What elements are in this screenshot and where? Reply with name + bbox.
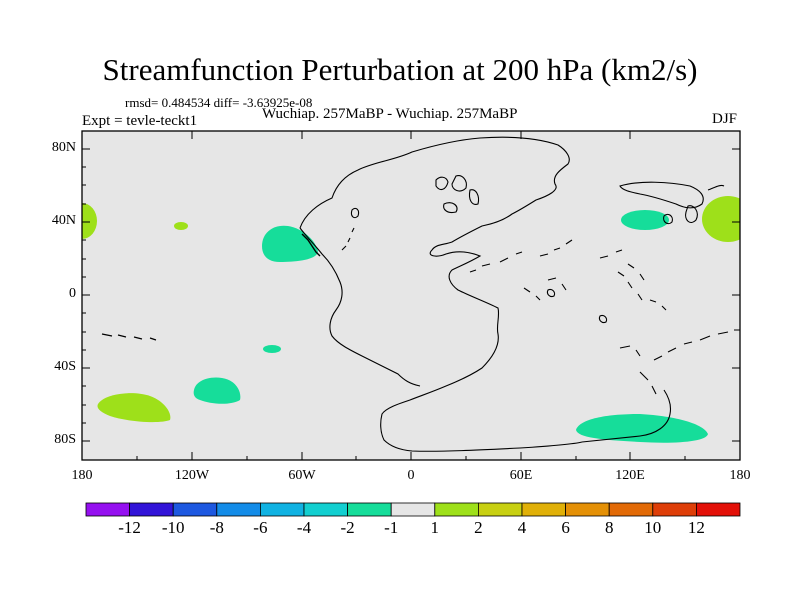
lon-label: 120W <box>174 468 210 483</box>
negative-anomaly <box>193 377 241 404</box>
negative-anomaly <box>621 210 669 230</box>
colorbar-label: 1 <box>430 518 440 537</box>
colorbar-label: 12 <box>687 518 705 537</box>
colorbar <box>85 502 741 517</box>
colorbar-box <box>303 502 348 517</box>
colorbar-box <box>347 502 392 517</box>
colorbar-label: -1 <box>384 518 399 537</box>
map-title: Streamfunction Perturbation at 200 hPa (… <box>102 52 698 87</box>
colorbar-box <box>434 502 479 517</box>
colorbar-label: -6 <box>253 518 268 537</box>
lat-label: 40N <box>51 213 76 228</box>
colorbar-box <box>216 502 261 517</box>
colorbar-box <box>129 502 174 517</box>
subtitle: Wuchiap. 257MaBP - Wuchiap. 257MaBP <box>262 106 518 122</box>
colorbar-box <box>608 502 654 517</box>
axis-ticks <box>81 131 741 460</box>
colorbar-box <box>172 502 218 517</box>
colorbar-label: 10 <box>644 518 662 537</box>
colorbar-label: -12 <box>118 518 141 537</box>
positive-anomaly <box>174 222 188 230</box>
lon-label: 60E <box>509 468 533 483</box>
colorbar-box <box>85 502 130 517</box>
positive-anomaly <box>702 196 740 242</box>
negative-anomaly <box>263 345 281 353</box>
season-label: DJF <box>712 111 738 127</box>
lat-label: 0 <box>69 286 76 301</box>
colorbar-box <box>652 502 697 517</box>
colorbar-label: -2 <box>340 518 355 537</box>
map-background <box>82 131 740 460</box>
lat-label: 40S <box>54 359 76 374</box>
lon-label: 180 <box>71 468 93 483</box>
colorbar-box <box>565 502 610 517</box>
negative-anomaly <box>262 225 318 262</box>
colorbar-label: -8 <box>209 518 224 537</box>
lon-label: 120E <box>615 468 645 483</box>
negative-anomaly <box>576 414 708 443</box>
colorbar-box <box>390 502 436 517</box>
colorbar-label: -4 <box>296 518 312 537</box>
colorbar-box <box>477 502 523 517</box>
stats-text: rmsd= 0.484534 diff= -3.63925e-08 <box>125 95 313 110</box>
colorbar-label: 2 <box>474 518 483 537</box>
experiment-label: Expt = tevle-teckt1 <box>82 113 198 129</box>
contour-fills <box>82 196 740 443</box>
lon-label: 0 <box>407 468 415 483</box>
colorbar-label: 4 <box>517 518 527 537</box>
positive-anomaly <box>82 203 97 239</box>
lon-label: 180 <box>729 468 751 483</box>
colorbar-label: 6 <box>561 518 570 537</box>
colorbar-label: -10 <box>161 518 185 537</box>
colorbar-box <box>259 502 305 517</box>
colorbar-box <box>521 502 566 517</box>
lon-label: 60W <box>288 468 316 483</box>
lat-label: 80S <box>54 432 76 447</box>
coastlines <box>101 136 740 452</box>
colorbar-box <box>696 502 741 517</box>
lat-label: 80N <box>51 140 76 155</box>
colorbar-label: 8 <box>604 518 614 537</box>
positive-anomaly <box>97 393 171 423</box>
